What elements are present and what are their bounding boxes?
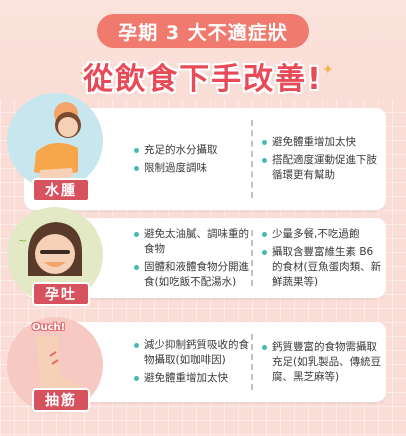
list-item: 攝取含豐富維生素 B6 的食材(豆魚蛋肉類、新鮮蔬果等) [262, 245, 382, 290]
symptom-label: 抽筋 [32, 388, 90, 412]
divider [251, 120, 253, 198]
list-item: 搭配適度運動促進下肢循環更有幫助 [262, 153, 382, 183]
list-item: 充足的水分攝取 [134, 143, 249, 158]
sparkle-icon: ✦ [78, 66, 90, 82]
bullet-icon [262, 344, 267, 350]
page-title: 孕期 3 大不適症狀 [97, 14, 309, 48]
tips-column-left: 減少抑制鈣質吸收的食物攝取(如咖啡因) 避免體重增加太快 [134, 322, 249, 402]
headline: 從飲食下手改善! [83, 62, 323, 97]
list-item: 減少抑制鈣質吸收的食物攝取(如咖啡因) [134, 338, 249, 368]
list-item: 避免太油膩、調味重的食物 [134, 227, 249, 257]
bullet-icon [134, 231, 139, 237]
symptom-label: 孕吐 [32, 282, 90, 306]
divider [251, 230, 253, 286]
list-item: 限制過度調味 [134, 161, 249, 176]
bullet-icon [134, 165, 139, 171]
pregnant-woman-illustration [7, 93, 103, 189]
bullet-icon [262, 231, 267, 237]
bullet-icon [262, 140, 267, 145]
tips-column-left: 避免太油膩、調味重的食物 固體和液體食物分開進食(如吃飯不配湯水) [134, 218, 249, 298]
bullet-icon [134, 343, 139, 348]
tips-column-right: 避免體重增加太快 搭配適度運動促進下肢循環更有幫助 [262, 108, 382, 210]
bullet-icon [134, 376, 139, 381]
bullet-icon [134, 264, 139, 270]
divider [251, 334, 253, 390]
svg-text:~: ~ [18, 234, 27, 247]
bullet-icon [262, 158, 267, 163]
list-item: 避免體重增加太快 [262, 135, 382, 150]
symptom-card-edema: 充足的水分攝取 限制過度調味 避免體重增加太快 搭配適度運動促進下肢循環更有幫助 [24, 108, 386, 210]
list-item: 鈣質豐富的食物需攝取充足(如乳製品、傳統豆腐、黑芝麻等) [262, 340, 382, 385]
sparkle-icon: ✦ [322, 62, 334, 78]
symptom-label: 水腫 [32, 178, 90, 202]
tips-column-right: 少量多餐,不吃過飽 攝取含豐富維生素 B6 的食材(豆魚蛋肉類、新鮮蔬果等) [262, 218, 382, 298]
tips-column-right: 鈣質豐富的食物需攝取充足(如乳製品、傳統豆腐、黑芝麻等) [262, 322, 382, 402]
list-item: 固體和液體食物分開進食(如吃飯不配湯水) [134, 260, 249, 290]
list-item: 少量多餐,不吃過飽 [262, 227, 382, 242]
bullet-icon [134, 147, 139, 153]
ouch-label: Ouch! [32, 322, 66, 333]
list-item: 避免體重增加太快 [134, 371, 249, 386]
nauseous-woman-illustration: ~ [7, 207, 103, 303]
tips-column-left: 充足的水分攝取 限制過度調味 [134, 108, 249, 210]
bullet-icon [262, 249, 267, 255]
